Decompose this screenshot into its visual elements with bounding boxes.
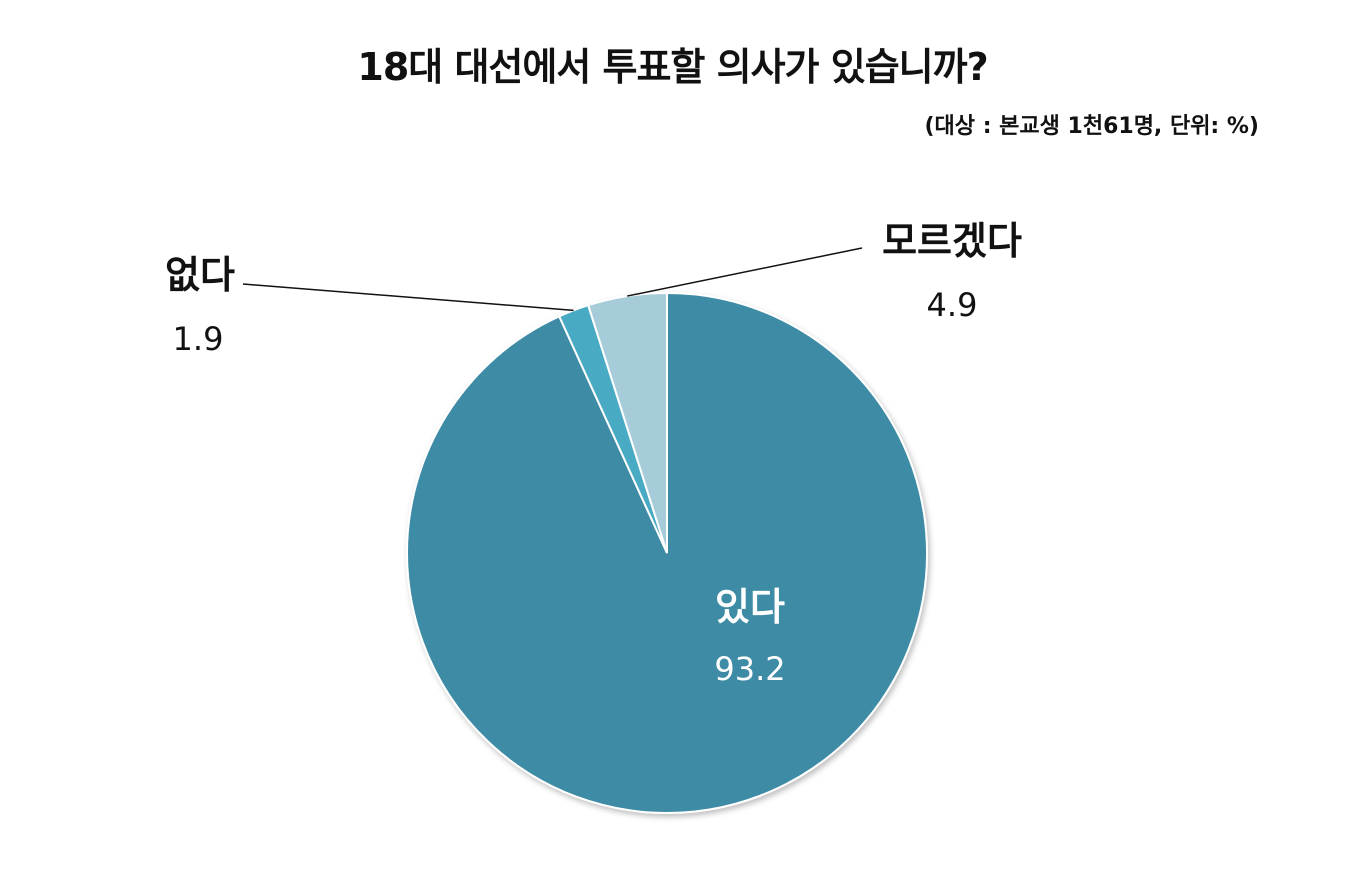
slice-value-label: 93.2	[714, 650, 785, 688]
slice-label: 없다	[165, 253, 235, 297]
chart-subtitle: (대상 : 본교생 1천61명, 단위: %)	[924, 114, 1260, 139]
leader-line	[626, 247, 863, 297]
slice-label: 모르겠다	[882, 219, 1022, 263]
slice-value-label: 1.9	[173, 320, 224, 358]
leader-line	[242, 283, 574, 312]
slice-value-label: 4.9	[927, 286, 978, 324]
chart-title: 18대 대선에서 투표할 의사가 있습니까?	[357, 45, 988, 89]
slice-label: 있다	[715, 585, 785, 629]
